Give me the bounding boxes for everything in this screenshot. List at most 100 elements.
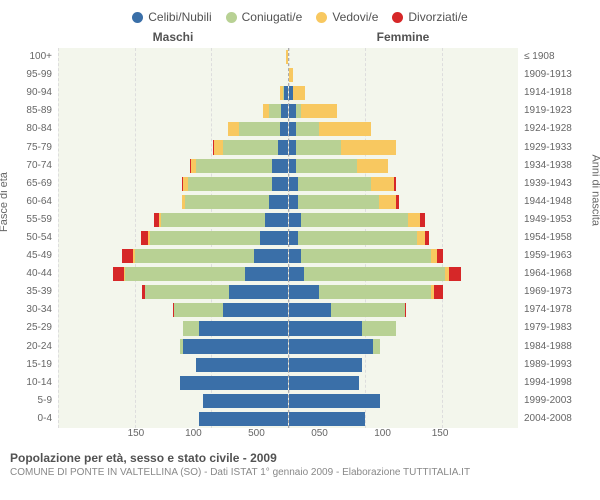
male-side [58, 48, 289, 428]
bar-segment [425, 231, 430, 245]
bar-row-female [289, 283, 519, 301]
bar-row-male [58, 102, 288, 120]
bar-segment [298, 195, 379, 209]
age-label: 35-39 [10, 283, 52, 301]
birth-label: 1949-1953 [524, 211, 590, 229]
birth-label: 1994-1998 [524, 374, 590, 392]
bar-row-female [289, 410, 519, 428]
age-label: 60-64 [10, 193, 52, 211]
age-label: 30-34 [10, 301, 52, 319]
legend-item: Vedovi/e [316, 10, 378, 24]
bar-segment [289, 321, 362, 335]
bar-segment [269, 195, 287, 209]
bar-segment [185, 195, 269, 209]
bar-segment [278, 140, 287, 154]
bar-segment [289, 285, 320, 299]
bar-segment [180, 376, 287, 390]
bar-row-female [289, 120, 519, 138]
legend-label: Coniugati/e [242, 10, 303, 24]
birth-label: 1914-1918 [524, 84, 590, 102]
column-headers: Maschi Femmine [10, 30, 590, 44]
bar-segment [289, 376, 359, 390]
legend-label: Vedovi/e [332, 10, 378, 24]
bar-segment [408, 213, 420, 227]
bar-segment [272, 177, 287, 191]
header-female: Femmine [288, 30, 518, 44]
bar-segment [289, 303, 332, 317]
bar-segment [289, 412, 365, 426]
bar-segment [272, 159, 287, 173]
bar-row-female [289, 84, 519, 102]
bar-row-male [58, 229, 288, 247]
bar-row-female [289, 66, 519, 84]
birth-label: 1999-2003 [524, 392, 590, 410]
bar-segment [289, 195, 298, 209]
bar-segment [239, 122, 280, 136]
bar-segment [298, 231, 417, 245]
bar-segment [150, 231, 260, 245]
bar-segment [135, 249, 254, 263]
bar-segment [304, 267, 445, 281]
bar-row-female [289, 48, 519, 66]
legend-item: Coniugati/e [226, 10, 303, 24]
bar-segment [289, 159, 297, 173]
legend-swatch [316, 12, 327, 23]
bar-segment [379, 195, 396, 209]
birth-label: 1919-1923 [524, 102, 590, 120]
age-label: 80-84 [10, 120, 52, 138]
birth-label: 1924-1928 [524, 120, 590, 138]
bar-segment [260, 231, 288, 245]
age-label: 0-4 [10, 410, 52, 428]
plot-area: 100+95-9990-9485-8980-8475-7970-7465-696… [10, 48, 590, 428]
legend-item: Divorziati/e [392, 10, 467, 24]
bar-row-female [289, 175, 519, 193]
bar-segment [281, 104, 287, 118]
bar-row-female [289, 301, 519, 319]
bar-segment [420, 213, 425, 227]
bar-segment [319, 122, 371, 136]
bar-row-female [289, 157, 519, 175]
age-label: 95-99 [10, 66, 52, 84]
age-label: 85-89 [10, 102, 52, 120]
age-label: 70-74 [10, 157, 52, 175]
birth-label: 1969-1973 [524, 283, 590, 301]
bar-segment [125, 267, 244, 281]
birth-label: 1984-1988 [524, 338, 590, 356]
bar-segment [362, 321, 396, 335]
y-axis-right-title: Anni di nascita [590, 154, 600, 226]
bar-row-male [58, 374, 288, 392]
bar-segment [203, 394, 287, 408]
birth-label: 1959-1963 [524, 247, 590, 265]
bar-segment [298, 177, 371, 191]
birth-label: 1954-1958 [524, 229, 590, 247]
bar-row-male [58, 319, 288, 337]
bar-segment [341, 140, 396, 154]
bar-segment [289, 358, 362, 372]
bar-segment [357, 159, 388, 173]
legend-swatch [392, 12, 403, 23]
bar-row-male [58, 66, 288, 84]
x-tick: 100 [374, 428, 432, 439]
bar-row-male [58, 175, 288, 193]
age-label: 40-44 [10, 265, 52, 283]
bar-row-female [289, 247, 519, 265]
bar-segment [214, 140, 223, 154]
bar-row-male [58, 283, 288, 301]
footer-subtitle: COMUNE DI PONTE IN VALTELLINA (SO) - Dat… [10, 467, 590, 478]
bar-row-female [289, 392, 519, 410]
age-label: 45-49 [10, 247, 52, 265]
bar-segment [122, 249, 133, 263]
bar-segment [331, 303, 404, 317]
bar-row-male [58, 301, 288, 319]
bar-segment [196, 358, 288, 372]
legend: Celibi/NubiliConiugati/eVedovi/eDivorzia… [10, 10, 590, 24]
x-tick: 50 [317, 428, 375, 439]
bar-row-male [58, 356, 288, 374]
bar-segment [301, 104, 338, 118]
bar-segment [174, 303, 223, 317]
legend-label: Divorziati/e [408, 10, 467, 24]
bar-row-female [289, 374, 519, 392]
age-label: 75-79 [10, 138, 52, 156]
age-label: 55-59 [10, 211, 52, 229]
bar-row-male [58, 338, 288, 356]
